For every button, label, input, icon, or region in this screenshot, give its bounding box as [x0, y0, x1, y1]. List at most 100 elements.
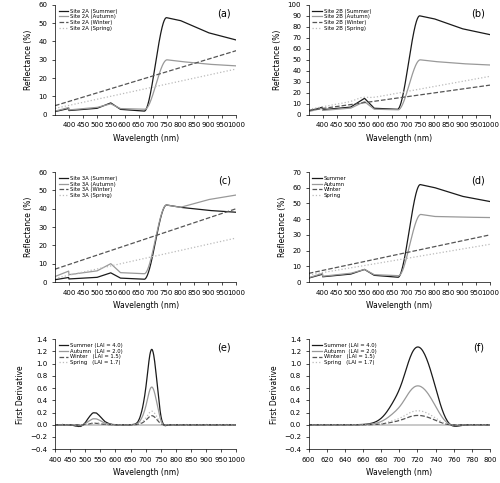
Site 2B (Spring) — [343, 99, 349, 105]
Site 2A (Summer) — [62, 106, 68, 112]
Summer (LAI = 4.0) — [382, 412, 388, 417]
Spring — [316, 270, 322, 276]
Site 2A (Summer) — [234, 37, 239, 43]
Line: Site 3A (Winter): Site 3A (Winter) — [55, 209, 236, 269]
Site 2B (Winter) — [318, 106, 324, 112]
Line: Summer (LAI = 4.0): Summer (LAI = 4.0) — [55, 349, 236, 426]
Y-axis label: Reflectance (%): Reflectance (%) — [24, 29, 33, 90]
Site 2B (Autumn) — [318, 106, 324, 112]
Winter   (LAI = 1.5) — [197, 422, 203, 427]
Line: Spring   (LAI = 1.7): Spring (LAI = 1.7) — [308, 411, 490, 425]
Legend: Summer (LAI = 4.0), Autumn  (LAI = 2.0), Winter   (LAI = 1.5), Spring   (LAI = 1: Summer (LAI = 4.0), Autumn (LAI = 2.0), … — [312, 342, 378, 366]
Summer (LAI = 4.0) — [414, 344, 420, 350]
Site 2B (Spring) — [466, 77, 472, 83]
Site 2B (Winter) — [316, 106, 322, 112]
Summer — [318, 271, 324, 277]
Site 2A (Spring) — [109, 93, 115, 99]
Site 2B (Winter) — [363, 99, 369, 105]
X-axis label: Wavelength (nm): Wavelength (nm) — [112, 301, 178, 310]
Site 2B (Spring) — [316, 105, 322, 111]
Autumn  (LAI = 2.0) — [372, 421, 378, 426]
Legend: Summer (LAI = 4.0), Autumn  (LAI = 2.0), Winter   (LAI = 1.5), Spring   (LAI = 1: Summer (LAI = 4.0), Autumn (LAI = 2.0), … — [58, 342, 124, 366]
Site 2B (Spring) — [338, 100, 344, 106]
Site 3A (Spring) — [234, 235, 239, 241]
Spring — [338, 267, 344, 272]
Site 3A (Winter) — [109, 247, 115, 253]
Summer (LAI = 4.0) — [404, 365, 409, 370]
Site 2A (Spring) — [52, 105, 58, 111]
Site 2A (Summer) — [109, 101, 115, 107]
Autumn  (LAI = 2.0) — [149, 384, 155, 390]
Spring   (LAI = 1.7) — [382, 420, 388, 426]
Winter   (LAI = 1.5) — [52, 422, 58, 427]
Line: Autumn: Autumn — [308, 214, 490, 278]
Site 2A (Spring) — [84, 99, 90, 104]
Site 2A (Winter) — [89, 91, 95, 97]
Site 3A (Winter) — [234, 206, 239, 212]
Site 2B (Winter) — [306, 108, 312, 114]
Spring — [466, 245, 472, 251]
Summer — [316, 272, 322, 278]
Text: (e): (e) — [217, 342, 231, 353]
Site 2A (Autumn) — [64, 105, 70, 111]
Line: Winter   (LAI = 1.5): Winter (LAI = 1.5) — [55, 416, 236, 425]
Summer — [487, 199, 493, 204]
Autumn  (LAI = 2.0) — [452, 423, 458, 428]
Autumn  (LAI = 2.0) — [52, 422, 58, 427]
Site 2B (Summer) — [318, 105, 324, 111]
Winter — [487, 232, 493, 238]
Site 2B (Spring) — [363, 94, 369, 100]
Site 3A (Summer) — [64, 275, 70, 281]
Site 2B (Summer) — [338, 105, 344, 111]
Site 2A (Autumn) — [52, 108, 58, 114]
Site 2B (Winter) — [487, 82, 493, 88]
Winter   (LAI = 1.5) — [474, 422, 480, 427]
Site 3A (Autumn) — [52, 273, 58, 279]
X-axis label: Wavelength (nm): Wavelength (nm) — [112, 469, 178, 477]
Site 3A (Summer) — [109, 270, 115, 276]
Summer (LAI = 4.0) — [76, 424, 82, 429]
Spring   (LAI = 1.7) — [372, 421, 378, 427]
Line: Site 2A (Autumn): Site 2A (Autumn) — [55, 60, 236, 111]
Site 2A (Spring) — [89, 98, 95, 103]
Spring — [363, 262, 369, 268]
Line: Spring: Spring — [308, 244, 490, 275]
Line: Site 2A (Summer): Site 2A (Summer) — [55, 18, 236, 112]
Site 2A (Summer) — [164, 15, 170, 21]
Site 2B (Spring) — [306, 106, 312, 112]
Winter — [316, 269, 322, 274]
Winter   (LAI = 1.5) — [414, 412, 420, 418]
Spring   (LAI = 1.7) — [306, 422, 312, 427]
Site 2A (Spring) — [62, 103, 68, 109]
Site 2B (Autumn) — [467, 61, 473, 67]
Site 3A (Autumn) — [213, 196, 219, 201]
Line: Site 2B (Spring): Site 2B (Spring) — [308, 76, 490, 109]
Winter   (LAI = 1.5) — [382, 421, 388, 426]
Winter   (LAI = 1.5) — [322, 422, 328, 427]
Site 2A (Summer) — [64, 106, 70, 112]
Spring   (LAI = 1.7) — [228, 422, 234, 427]
Legend: Site 3A (Summer), Site 3A (Autumn), Site 3A (Winter), Site 3A (Spring): Site 3A (Summer), Site 3A (Autumn), Site… — [58, 175, 118, 199]
Summer (LAI = 4.0) — [474, 422, 480, 427]
Site 3A (Winter) — [62, 263, 68, 269]
Text: (a): (a) — [217, 8, 231, 18]
Site 3A (Autumn) — [109, 262, 115, 268]
Y-axis label: Reflectance (%): Reflectance (%) — [278, 197, 286, 257]
Autumn — [487, 214, 493, 220]
Winter — [338, 264, 344, 270]
Site 2B (Autumn) — [418, 57, 424, 63]
Site 3A (Summer) — [52, 277, 58, 283]
Site 3A (Spring) — [89, 267, 95, 273]
Summer (LAI = 4.0) — [52, 422, 58, 427]
Site 2B (Autumn) — [306, 109, 312, 114]
Site 3A (Summer) — [89, 275, 95, 281]
Site 2A (Spring) — [234, 66, 239, 72]
Winter   (LAI = 1.5) — [228, 422, 234, 427]
Winter   (LAI = 1.5) — [306, 422, 312, 427]
Site 2A (Winter) — [84, 93, 90, 99]
Spring   (LAI = 1.7) — [76, 422, 82, 428]
Site 2B (Summer) — [306, 108, 312, 114]
Site 2A (Autumn) — [213, 62, 219, 68]
Legend: Site 2B (Summer), Site 2B (Autumn), Site 2B (Winter), Site 2B (Spring): Site 2B (Summer), Site 2B (Autumn), Site… — [312, 7, 372, 32]
Site 3A (Summer) — [213, 208, 219, 214]
